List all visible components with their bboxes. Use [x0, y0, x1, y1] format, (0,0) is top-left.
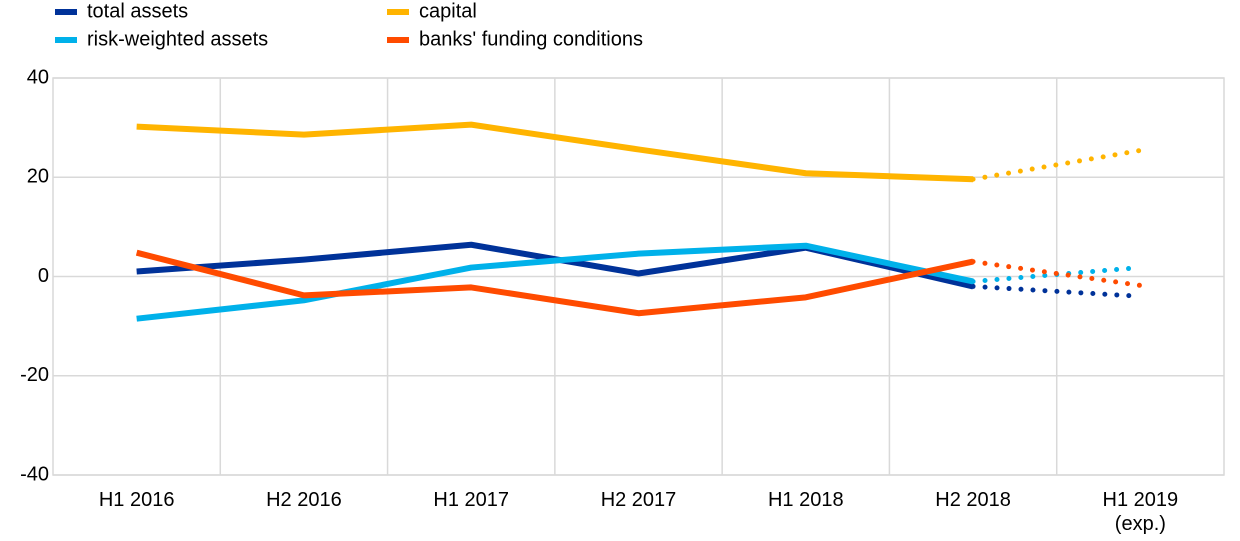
- y-tick-label: -40: [20, 463, 49, 485]
- legend-label: banks' funding conditions: [419, 28, 643, 50]
- series-line-expected: [970, 147, 1143, 182]
- y-tick-label: 20: [27, 166, 49, 188]
- x-tick-label: H1 2018: [767, 489, 844, 511]
- series-line: [136, 121, 974, 183]
- series-line-expected: [970, 259, 1143, 288]
- x-tick-label: H1 2019 (exp.): [1102, 489, 1179, 535]
- x-tick-label: H2 2016: [266, 489, 342, 511]
- x-tick-label: H2 2017: [600, 489, 677, 511]
- series-line-expected: [970, 283, 1143, 299]
- series-line: [136, 242, 974, 322]
- legend-label: risk-weighted assets: [87, 28, 268, 50]
- y-tick-label: 40: [27, 66, 49, 88]
- y-tick-label: 0: [38, 265, 49, 287]
- y-tick-label: -20: [20, 364, 49, 386]
- legend-label: capital: [419, 0, 477, 22]
- x-tick-label: H2 2018: [935, 489, 1011, 511]
- x-tick-label: H1 2016: [98, 489, 175, 511]
- legend-label: total assets: [87, 0, 188, 22]
- x-tick-label: H1 2017: [433, 489, 510, 511]
- series-line: [135, 249, 974, 317]
